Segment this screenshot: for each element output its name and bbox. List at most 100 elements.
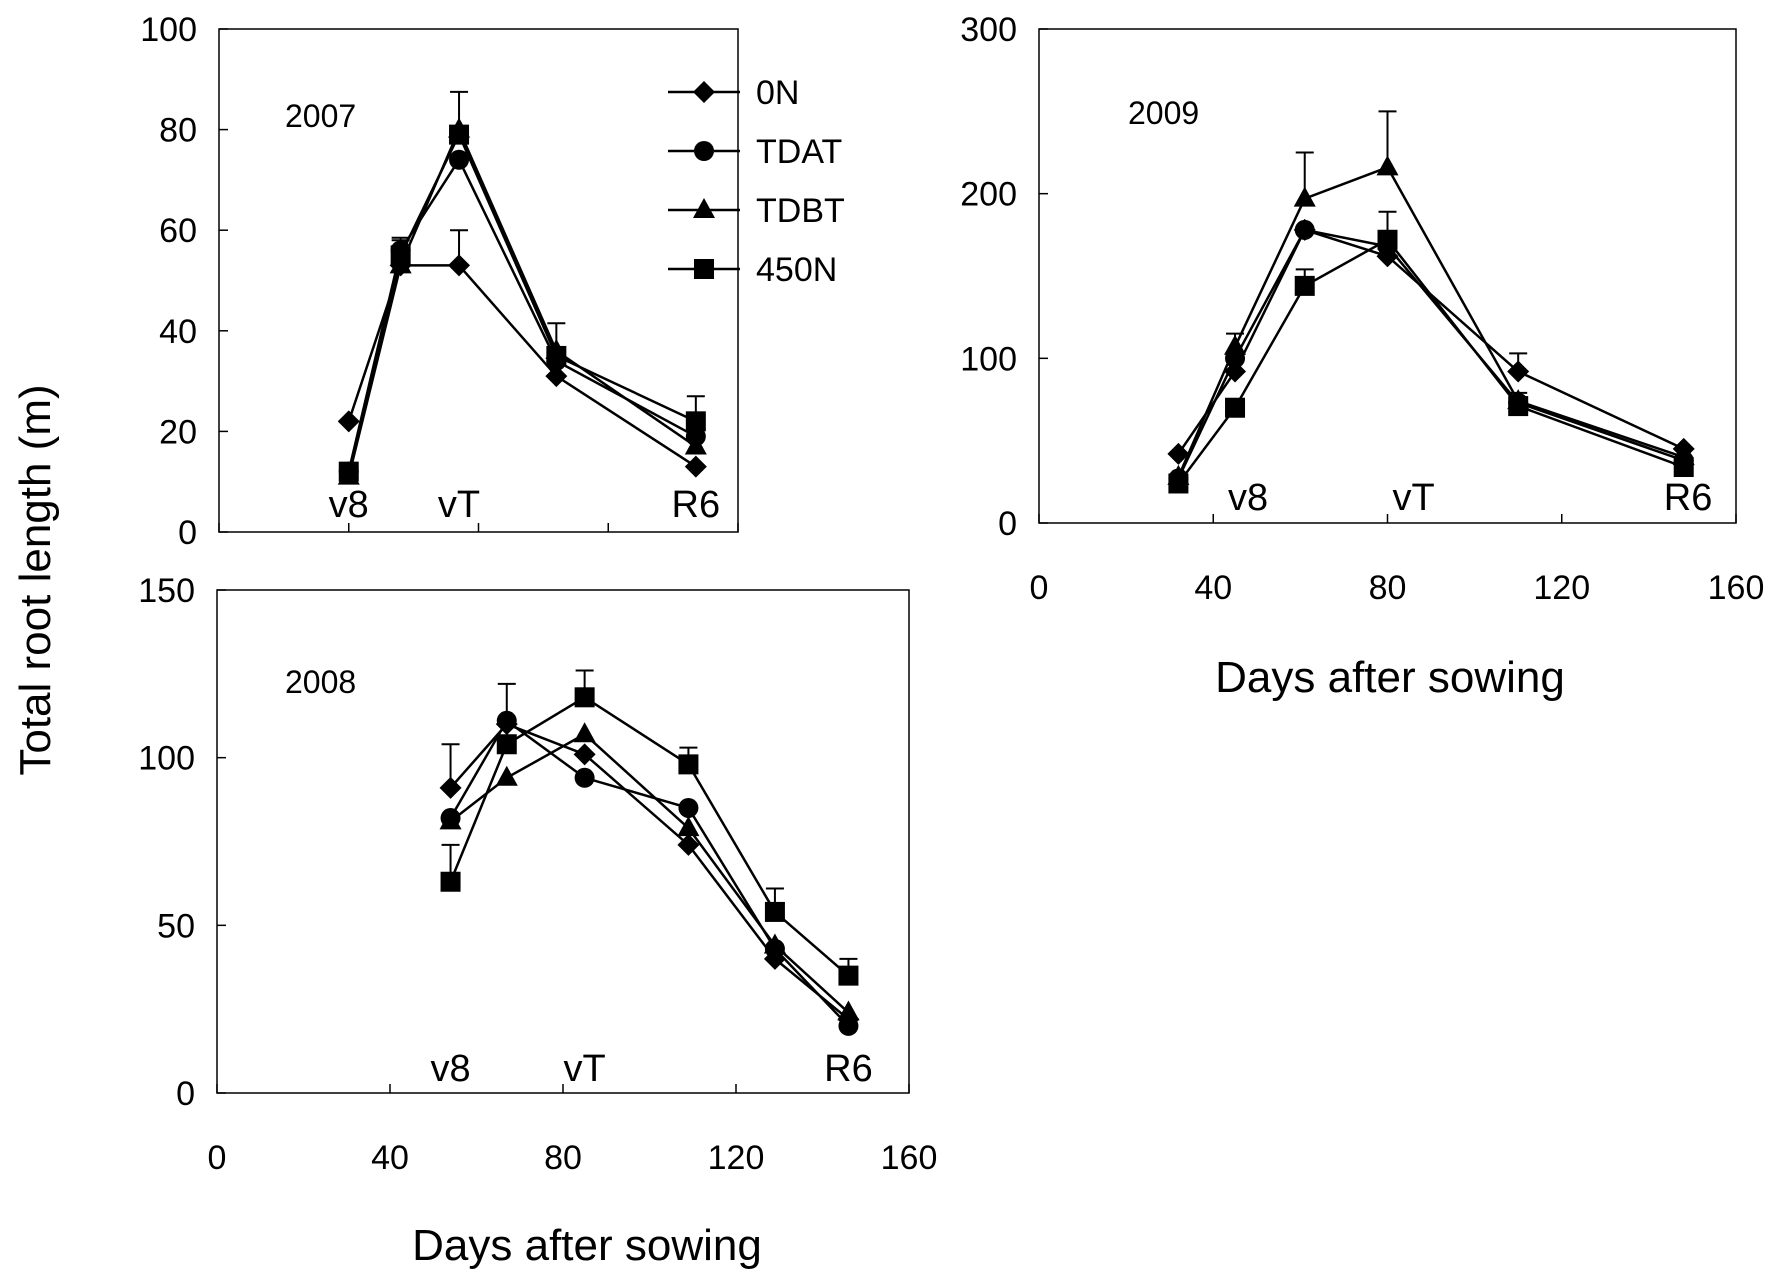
data-point xyxy=(496,734,517,755)
data-point xyxy=(1224,334,1247,355)
data-point xyxy=(763,933,786,954)
data-point xyxy=(574,767,595,788)
data-point xyxy=(1508,396,1529,417)
data-point xyxy=(1376,155,1399,176)
data-point xyxy=(838,1015,859,1036)
panel-title-2008: 2008 xyxy=(285,664,356,700)
series-TDBT xyxy=(439,722,860,1021)
data-point xyxy=(1507,360,1530,383)
stage-label: R6 xyxy=(824,1048,873,1090)
x-tick-label: 80 xyxy=(544,1139,582,1177)
panel-2007: 2007 0 20 40 60 80 100 v8 vT R6 xyxy=(140,11,739,552)
legend-item-TDBT: TDBT xyxy=(668,192,845,230)
stage-label: R6 xyxy=(672,484,721,526)
x-tick-label: 160 xyxy=(881,1139,938,1177)
y-tick-label: 0 xyxy=(176,1075,195,1113)
legend: 0N TDAT TDBT 450N xyxy=(668,74,845,289)
x-tick-label: 160 xyxy=(1708,569,1765,607)
data-point xyxy=(495,765,518,786)
data-point xyxy=(573,722,596,743)
y-tick-label: 100 xyxy=(140,11,197,49)
legend-item-TDAT: TDAT xyxy=(668,133,842,171)
x-tick-label: 0 xyxy=(208,1139,227,1177)
series-line xyxy=(347,131,697,472)
series-line xyxy=(449,722,850,1021)
data-point xyxy=(684,434,707,455)
series-TDAT xyxy=(440,710,859,1036)
panel-2009: 2009 Days after sowing 0 100 200 300 0 40 80 12… xyxy=(960,11,1764,702)
series-0N xyxy=(439,713,860,1031)
series-450N xyxy=(338,90,706,482)
data-point xyxy=(574,687,595,708)
legend-item-450N: 450N xyxy=(668,251,837,289)
series-line xyxy=(1177,238,1685,485)
series-TDAT xyxy=(1168,219,1694,489)
data-point xyxy=(573,743,596,766)
y-tick-label: 300 xyxy=(960,11,1017,49)
data-point xyxy=(1294,219,1315,240)
series-line xyxy=(347,264,697,468)
stage-label: vT xyxy=(1393,477,1435,519)
y-tick-label: 100 xyxy=(138,740,195,778)
y-tick-label: 200 xyxy=(960,176,1017,214)
data-point xyxy=(390,245,411,266)
data-point xyxy=(1673,457,1694,478)
data-point xyxy=(440,871,461,892)
legend-marker xyxy=(694,141,714,161)
data-point xyxy=(546,345,567,366)
legend-label: 450N xyxy=(756,251,837,289)
panel-title-2007: 2007 xyxy=(285,98,356,134)
legend-label: TDBT xyxy=(756,192,845,230)
data-point xyxy=(764,901,785,922)
x-axis-label-2009: Days after sowing xyxy=(1215,653,1565,702)
stage-label: vT xyxy=(438,484,480,526)
data-point xyxy=(338,461,359,482)
stage-label: v8 xyxy=(430,1048,470,1090)
data-point xyxy=(1225,397,1246,418)
y-tick-label: 20 xyxy=(159,413,197,451)
x-axis-label-2008: Days after sowing xyxy=(412,1221,762,1270)
series-line xyxy=(1177,228,1685,480)
x-tick-label: 40 xyxy=(371,1139,409,1177)
stage-label: v8 xyxy=(1228,477,1268,519)
stage-label: v8 xyxy=(329,484,369,526)
data-point xyxy=(685,411,706,432)
x-tick-label: 0 xyxy=(1030,569,1049,607)
x-tick-label: 120 xyxy=(708,1139,765,1177)
x-tick-label: 40 xyxy=(1194,569,1232,607)
stage-label: R6 xyxy=(1664,477,1713,519)
stage-label: vT xyxy=(564,1048,606,1090)
data-point xyxy=(449,149,470,170)
data-point xyxy=(838,965,859,986)
data-point xyxy=(337,410,360,433)
legend-marker xyxy=(694,259,714,279)
data-point xyxy=(1294,275,1315,296)
data-point xyxy=(678,797,699,818)
y-tick-label: 0 xyxy=(998,505,1017,543)
y-tick-label: 50 xyxy=(157,907,195,945)
y-tick-label: 150 xyxy=(138,572,195,610)
series-0N xyxy=(1167,218,1695,465)
data-point xyxy=(1167,442,1190,465)
y-tick-label: 100 xyxy=(960,340,1017,378)
legend-label: 0N xyxy=(756,74,799,112)
series-line xyxy=(449,718,850,1027)
series-450N xyxy=(1168,210,1694,494)
legend-item-0N: 0N xyxy=(668,74,799,112)
data-point xyxy=(1293,186,1316,207)
data-point xyxy=(678,754,699,775)
y-axis-label: Total root length (m) xyxy=(11,384,60,775)
data-point xyxy=(448,254,471,277)
legend-marker xyxy=(693,198,715,218)
data-point xyxy=(677,833,700,856)
y-tick-label: 40 xyxy=(159,313,197,351)
data-point xyxy=(837,1000,860,1021)
data-point xyxy=(1168,473,1189,494)
panel-2008: 2008 Days after sowing 0 50 100 150 0 40 80 120… xyxy=(138,572,937,1270)
data-point xyxy=(677,816,700,837)
y-tick-label: 80 xyxy=(159,112,197,150)
data-point xyxy=(684,455,707,478)
y-tick-label: 0 xyxy=(178,514,197,552)
data-point xyxy=(449,124,470,145)
